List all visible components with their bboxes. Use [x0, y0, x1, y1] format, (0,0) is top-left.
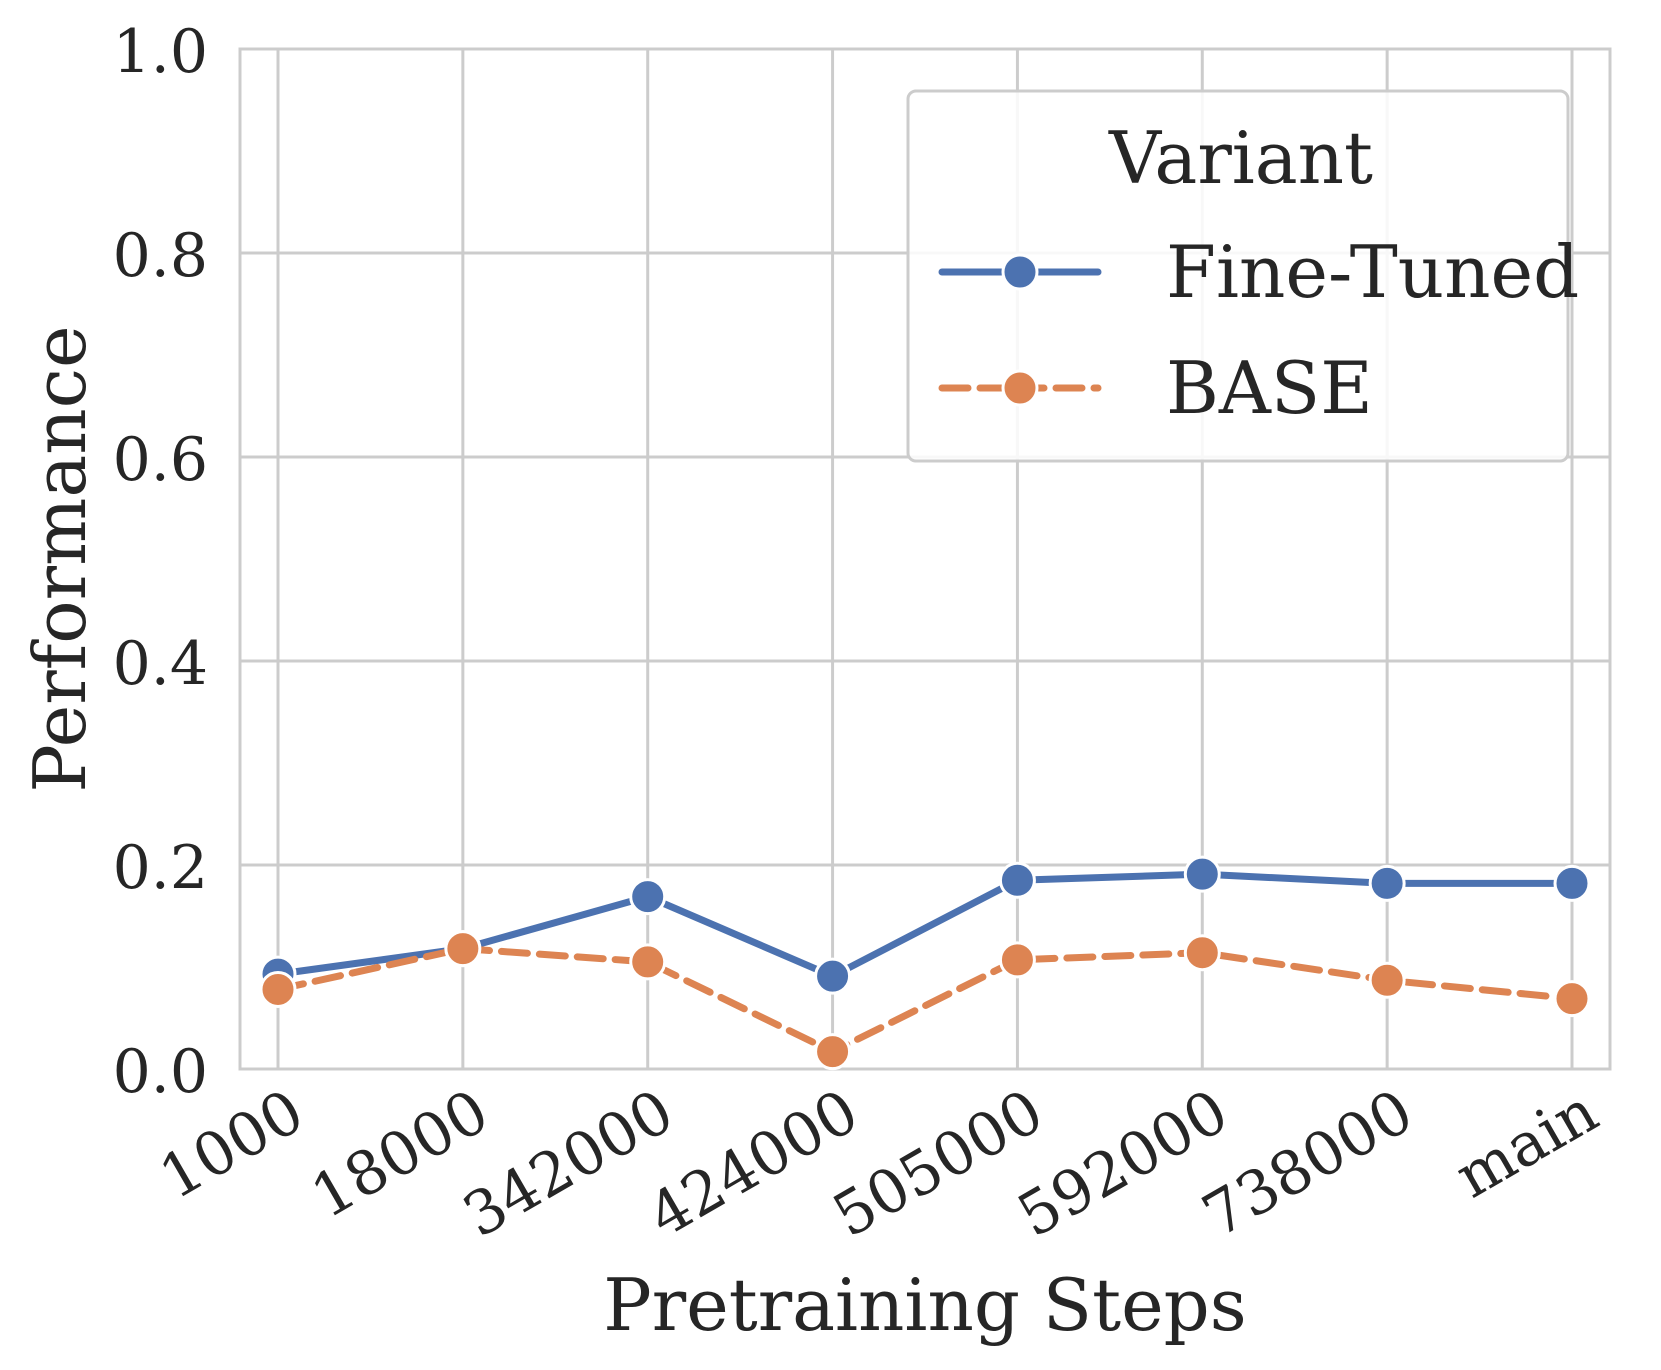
y-axis-label: Performance: [18, 325, 102, 792]
data-point: [1553, 980, 1591, 1018]
x-axis-label: Pretraining Steps: [603, 1263, 1246, 1347]
legend-box: [906, 89, 1570, 463]
y-tick-label: 0.6: [113, 425, 208, 495]
y-tick-label: 0.2: [113, 833, 208, 903]
data-point: [1368, 961, 1406, 999]
data-point: [629, 943, 667, 981]
legend-marker: [1001, 253, 1039, 291]
data-point: [629, 878, 667, 916]
legend-label: Fine-Tuned: [1166, 230, 1579, 314]
series-layer: [259, 855, 1591, 1071]
series-line-base: [274, 945, 1576, 1056]
series-line-fine-tuned: [274, 870, 1576, 980]
data-point: [444, 930, 482, 968]
legend-title: Variant: [1108, 116, 1373, 200]
y-tick-label: 0.8: [113, 221, 208, 291]
data-point: [1183, 855, 1221, 893]
data-point: [1368, 864, 1406, 902]
y-tick-label: 0.0: [113, 1037, 208, 1107]
plot-area-frame: [238, 47, 1612, 1071]
data-point: [814, 1033, 852, 1071]
y-tick-label: 0.4: [113, 629, 208, 699]
data-point: [1183, 934, 1221, 972]
data-point: [998, 861, 1036, 899]
legend-entries: Fine-Tuned BASE: [938, 230, 1579, 430]
legend: Variant Fine-Tuned BASE: [906, 89, 1579, 463]
legend-marker: [1001, 369, 1039, 407]
y-tick-labels: 0.0 0.2 0.4 0.6 0.8 1.0: [113, 17, 208, 1107]
data-point: [998, 941, 1036, 979]
grid-lines: [240, 47, 1610, 1071]
legend-label: BASE: [1166, 346, 1373, 430]
data-point: [259, 970, 297, 1008]
y-tick-label: 1.0: [113, 17, 208, 87]
data-point: [814, 957, 852, 995]
data-point: [1553, 864, 1591, 902]
